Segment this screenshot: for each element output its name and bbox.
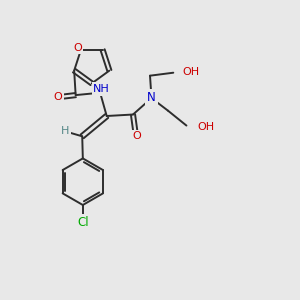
Text: OH: OH [183,67,200,76]
Text: NH: NH [93,84,110,94]
Text: OH: OH [197,122,214,132]
Text: O: O [73,43,82,52]
Text: O: O [133,131,141,141]
Text: H: H [61,126,69,136]
Text: N: N [147,91,156,104]
Text: Cl: Cl [77,216,88,229]
Text: O: O [53,92,62,102]
